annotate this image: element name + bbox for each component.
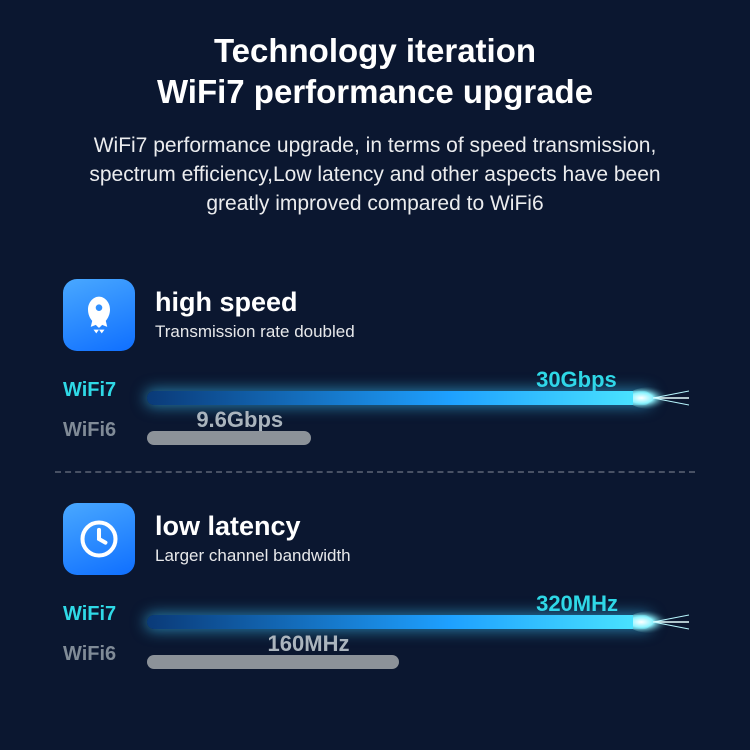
wifi6-value: 160MHz <box>268 631 350 657</box>
infographic-container: Technology iteration WiFi7 performance u… <box>0 0 750 721</box>
subtitle-text: WiFi7 performance upgrade, in terms of s… <box>55 131 695 219</box>
wifi7-label: WiFi7 <box>63 379 133 402</box>
wifi6-label: WiFi6 <box>63 419 133 442</box>
wifi6-label: WiFi6 <box>63 643 133 666</box>
section-high-speed: high speed Transmission rate doubled WiF… <box>55 279 695 445</box>
wifi7-bar-row: WiFi7 30Gbps <box>55 377 695 405</box>
section-header: high speed Transmission rate doubled <box>55 279 695 351</box>
wifi7-label: WiFi7 <box>63 603 133 626</box>
wifi7-value: 320MHz <box>536 591 618 617</box>
wifi7-bar-wrap: 320MHz <box>147 601 695 629</box>
wifi7-bar <box>147 615 651 629</box>
wifi6-value: 9.6Gbps <box>196 407 283 433</box>
section-title-group: high speed Transmission rate doubled <box>155 287 355 342</box>
section-title: high speed <box>155 287 355 318</box>
main-title: Technology iteration WiFi7 performance u… <box>55 30 695 113</box>
wifi7-bar-row: WiFi7 320MHz <box>55 601 695 629</box>
title-line1: Technology iteration <box>214 32 536 69</box>
section-title-group: low latency Larger channel bandwidth <box>155 511 351 566</box>
wifi6-bar <box>147 431 311 445</box>
rocket-icon <box>63 279 135 351</box>
section-header: low latency Larger channel bandwidth <box>55 503 695 575</box>
wifi7-value: 30Gbps <box>536 367 617 393</box>
wifi6-bar-row: WiFi6 160MHz <box>55 641 695 669</box>
section-low-latency: low latency Larger channel bandwidth WiF… <box>55 503 695 669</box>
section-divider <box>55 471 695 473</box>
clock-icon <box>63 503 135 575</box>
wifi7-bar <box>147 391 651 405</box>
wifi6-bar-row: WiFi6 9.6Gbps <box>55 417 695 445</box>
section-title: low latency <box>155 511 351 542</box>
wifi6-bar-wrap: 160MHz <box>147 641 695 669</box>
title-line2: WiFi7 performance upgrade <box>157 73 593 110</box>
wifi6-bar-wrap: 9.6Gbps <box>147 417 695 445</box>
section-subtitle: Larger channel bandwidth <box>155 546 351 566</box>
section-subtitle: Transmission rate doubled <box>155 322 355 342</box>
wifi6-bar <box>147 655 399 669</box>
wifi7-bar-wrap: 30Gbps <box>147 377 695 405</box>
